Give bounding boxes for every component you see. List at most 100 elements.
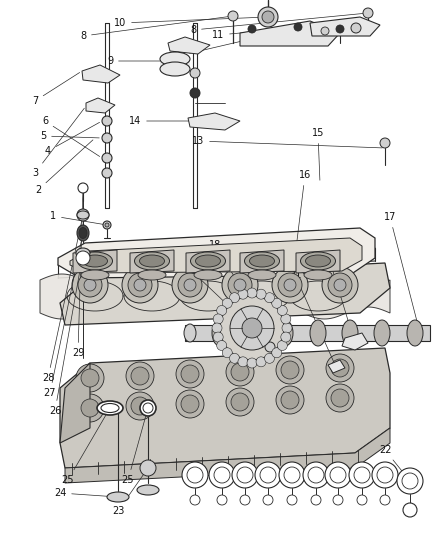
Circle shape: [326, 384, 354, 412]
Polygon shape: [310, 17, 380, 36]
Circle shape: [172, 267, 208, 303]
Circle shape: [325, 462, 351, 488]
Ellipse shape: [134, 252, 170, 270]
Circle shape: [226, 358, 254, 386]
Text: 24: 24: [54, 488, 115, 498]
Polygon shape: [40, 274, 390, 319]
Circle shape: [187, 467, 203, 483]
Circle shape: [247, 288, 257, 298]
Circle shape: [226, 388, 254, 416]
Ellipse shape: [138, 270, 166, 280]
Circle shape: [228, 11, 238, 21]
Circle shape: [276, 386, 304, 414]
Polygon shape: [70, 238, 362, 273]
Circle shape: [231, 363, 249, 381]
Polygon shape: [60, 348, 390, 468]
Circle shape: [230, 293, 240, 303]
Circle shape: [181, 365, 199, 383]
Circle shape: [237, 467, 253, 483]
Text: 5: 5: [40, 131, 99, 141]
Polygon shape: [168, 37, 210, 54]
Polygon shape: [65, 428, 390, 483]
Circle shape: [349, 462, 375, 488]
Circle shape: [222, 267, 258, 303]
Text: 21: 21: [289, 270, 335, 365]
Polygon shape: [342, 333, 368, 350]
Circle shape: [76, 364, 104, 392]
Circle shape: [102, 116, 112, 126]
Circle shape: [131, 367, 149, 385]
Polygon shape: [296, 250, 340, 273]
Polygon shape: [60, 363, 90, 443]
Circle shape: [140, 400, 156, 416]
Circle shape: [76, 394, 104, 422]
Circle shape: [281, 314, 291, 324]
Circle shape: [260, 467, 276, 483]
Text: 10: 10: [114, 17, 265, 28]
Circle shape: [102, 153, 112, 163]
Text: 22: 22: [379, 445, 408, 479]
Polygon shape: [240, 21, 340, 46]
Ellipse shape: [250, 255, 275, 267]
Ellipse shape: [160, 52, 190, 66]
Circle shape: [263, 495, 273, 505]
Circle shape: [81, 399, 99, 417]
Circle shape: [256, 357, 266, 367]
Circle shape: [258, 7, 278, 27]
Circle shape: [78, 273, 102, 297]
Circle shape: [240, 495, 250, 505]
Text: 16: 16: [290, 170, 311, 295]
Ellipse shape: [310, 320, 326, 346]
Circle shape: [209, 462, 235, 488]
Circle shape: [372, 462, 398, 488]
Circle shape: [84, 279, 96, 291]
Circle shape: [276, 356, 304, 384]
Polygon shape: [185, 325, 430, 341]
Circle shape: [81, 369, 99, 387]
Circle shape: [242, 318, 262, 338]
Circle shape: [330, 467, 346, 483]
Circle shape: [303, 462, 329, 488]
Circle shape: [334, 279, 346, 291]
Circle shape: [76, 251, 90, 265]
Text: 27: 27: [44, 236, 82, 398]
Text: 1: 1: [50, 211, 104, 224]
Ellipse shape: [139, 255, 165, 267]
Ellipse shape: [191, 252, 226, 270]
Text: 3: 3: [32, 108, 85, 178]
Circle shape: [281, 361, 299, 379]
Circle shape: [190, 495, 200, 505]
Text: 18: 18: [209, 240, 268, 333]
Text: 7: 7: [32, 72, 80, 106]
Text: 2: 2: [35, 140, 93, 195]
Ellipse shape: [137, 485, 159, 495]
Circle shape: [222, 348, 232, 358]
Circle shape: [217, 341, 227, 351]
Circle shape: [102, 133, 112, 143]
Circle shape: [220, 296, 284, 360]
Circle shape: [230, 306, 274, 350]
Circle shape: [178, 273, 202, 297]
Ellipse shape: [304, 270, 332, 280]
Circle shape: [230, 353, 240, 364]
Circle shape: [351, 23, 361, 33]
Circle shape: [77, 209, 89, 221]
Circle shape: [248, 25, 256, 33]
Circle shape: [103, 221, 111, 229]
Ellipse shape: [342, 320, 358, 346]
Polygon shape: [73, 250, 117, 273]
Circle shape: [397, 468, 423, 494]
Circle shape: [238, 289, 248, 299]
Text: 26: 26: [49, 256, 82, 416]
Ellipse shape: [160, 62, 190, 76]
Circle shape: [126, 392, 154, 420]
Circle shape: [281, 391, 299, 409]
Circle shape: [143, 403, 153, 413]
Polygon shape: [82, 65, 120, 83]
Circle shape: [287, 495, 297, 505]
Ellipse shape: [242, 320, 258, 346]
Text: 6: 6: [42, 116, 100, 157]
Circle shape: [222, 298, 232, 308]
Circle shape: [331, 359, 349, 377]
Ellipse shape: [78, 252, 113, 270]
